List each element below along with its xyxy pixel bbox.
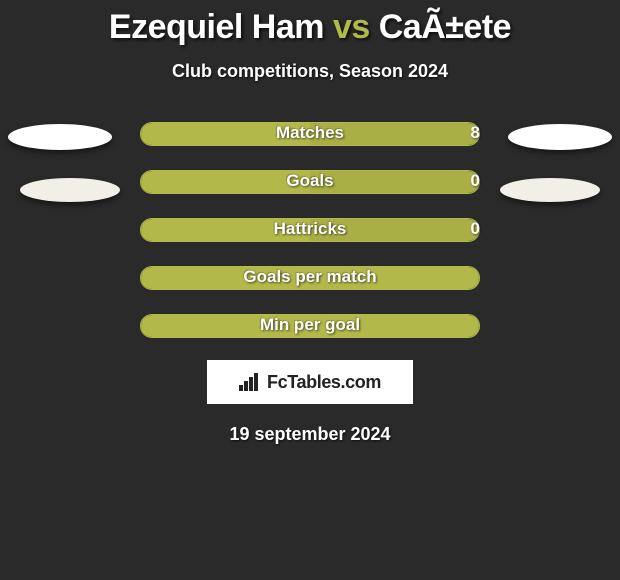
bar-fill-left: [141, 171, 310, 193]
vs-label: vs: [333, 8, 370, 46]
bar-chart-icon: [239, 373, 261, 391]
stat-value-right: 0: [450, 218, 480, 242]
subtitle: Club competitions, Season 2024: [0, 61, 620, 82]
header: Ezequiel Ham vs CaÃ±ete Club competition…: [0, 0, 620, 82]
stat-value-right: 8: [450, 122, 480, 146]
bar-fill: [141, 315, 479, 337]
stat-row: Hattricks0: [0, 218, 620, 242]
stat-row: Goals per match: [0, 266, 620, 290]
bar-fill-left: [141, 123, 310, 145]
stat-row: Goals0: [0, 170, 620, 194]
bar-track: [140, 266, 480, 290]
bar-track: [140, 314, 480, 338]
stat-value-right: 0: [450, 170, 480, 194]
player2-name: CaÃ±ete: [379, 8, 511, 46]
bar-track: [140, 122, 480, 146]
brand-text: FcTables.com: [267, 372, 381, 393]
footer-date: 19 september 2024: [0, 424, 620, 445]
bar-fill-left: [141, 219, 310, 241]
page-title: Ezequiel Ham vs CaÃ±ete: [0, 8, 620, 47]
bar-track: [140, 170, 480, 194]
stat-row: Matches8: [0, 122, 620, 146]
bar-track: [140, 218, 480, 242]
stat-row: Min per goal: [0, 314, 620, 338]
comparison-rows: Matches8 Goals0 Hattricks0 Goals per match M…: [0, 122, 620, 338]
player1-name: Ezequiel Ham: [109, 8, 324, 46]
bar-fill: [141, 267, 479, 289]
brand-box: FcTables.com: [207, 360, 413, 404]
